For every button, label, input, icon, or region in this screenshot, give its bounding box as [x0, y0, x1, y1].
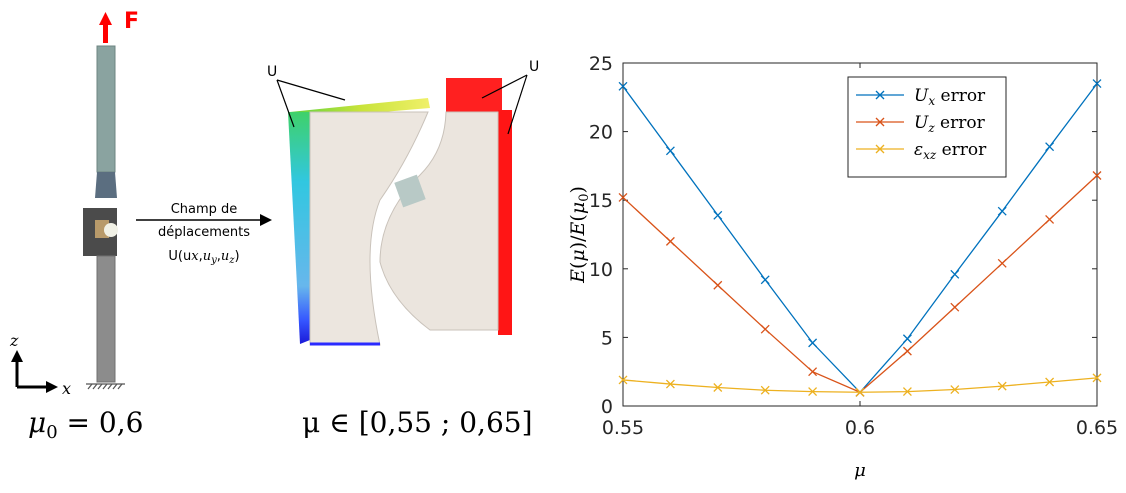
data-point-marker	[665, 236, 675, 246]
series-layer	[618, 79, 1102, 397]
data-point-marker	[997, 206, 1007, 216]
arrow-caption-line1: Champ de	[171, 202, 238, 217]
data-point-marker	[1092, 373, 1102, 383]
legend-marker	[875, 117, 885, 127]
x-axis-label: μ	[854, 460, 866, 481]
y-tick-label: 20	[589, 122, 613, 144]
u-label-right: U	[529, 59, 539, 75]
legend-marker	[875, 144, 885, 154]
legend-marker	[875, 90, 885, 100]
mu-range-caption: μ ∈ [0,55 ; 0,65]	[302, 406, 533, 439]
data-point-marker	[713, 210, 723, 220]
data-point-marker	[808, 387, 818, 397]
data-point-marker	[950, 302, 960, 312]
data-point-marker	[902, 346, 912, 356]
data-point-marker	[1092, 79, 1102, 89]
y-axis-label: E(μ)/E(μ0)	[567, 186, 592, 284]
force-label: F	[124, 9, 139, 34]
specimen-icon	[83, 45, 118, 383]
illustration-svg: F z x μ0 = 0,6 Champ de déplacements U(u…	[9, 9, 539, 443]
illustration-panel: F z x μ0 = 0,6 Champ de déplacements U(u…	[9, 9, 539, 443]
data-point-marker	[1092, 171, 1102, 180]
u-left-pointers	[276, 79, 346, 128]
y-tick-label: 25	[589, 53, 613, 75]
data-point-marker	[997, 258, 1007, 268]
data-point-marker	[1045, 142, 1055, 152]
data-point-marker	[760, 324, 770, 334]
data-point-marker	[760, 385, 770, 395]
x-tick-label: 0.6	[845, 417, 875, 439]
x-tick-label: 0.55	[602, 417, 644, 439]
x-axis: 0.55 0.6 0.65	[602, 63, 1118, 439]
data-point-marker	[808, 338, 818, 348]
u-right-pointers	[481, 74, 528, 135]
data-point-marker	[950, 385, 960, 394]
u-label-left: U	[267, 64, 277, 80]
chart-panel: 0.55 0.6 0.65 0 5 10 15 20 25 μ E(μ)/E(μ0) Ux e…	[560, 0, 1126, 489]
data-point-marker	[855, 387, 865, 397]
data-point-marker	[760, 275, 770, 285]
axes-icon	[11, 350, 58, 393]
mapping-arrowhead-icon	[260, 214, 272, 226]
data-point-marker	[618, 192, 628, 202]
data-point-marker	[808, 367, 818, 377]
mu0-caption: μ0 = 0,6	[28, 406, 143, 443]
data-point-marker	[618, 81, 628, 91]
force-arrow-icon	[99, 12, 112, 43]
chart-legend: Ux error Uz error εxz error	[847, 76, 1007, 178]
y-axis: 0 5 10 15 20 25	[589, 53, 1097, 418]
data-point-marker	[618, 375, 628, 385]
data-point-marker	[1045, 214, 1055, 224]
y-tick-label: 10	[589, 259, 613, 281]
ground-support-icon	[86, 383, 125, 390]
data-point-marker	[950, 269, 960, 279]
data-point-marker	[902, 334, 912, 344]
data-point-marker	[1045, 377, 1055, 387]
data-point-marker	[665, 146, 675, 156]
y-tick-label: 15	[589, 190, 613, 212]
arrow-caption-line3: U(ux,uy,uz)	[168, 249, 239, 266]
error-chart: 0.55 0.6 0.65 0 5 10 15 20 25 μ E(μ)/E(μ0) Ux e…	[567, 53, 1118, 481]
arrow-caption-line2: déplacements	[158, 225, 250, 240]
y-tick-label: 0	[601, 396, 613, 418]
axis-x-label: x	[62, 379, 71, 398]
data-point-marker	[665, 379, 675, 389]
data-point-marker	[902, 387, 912, 397]
legend-entry: Ux error	[914, 86, 986, 108]
data-point-marker	[713, 383, 723, 392]
x-tick-label: 0.65	[1076, 417, 1118, 439]
legend-entry: εxz error	[914, 140, 987, 162]
data-point-marker	[997, 381, 1007, 391]
data-point-marker	[713, 280, 723, 290]
axis-z-label: z	[9, 331, 19, 350]
displacement-field-icon	[288, 78, 512, 346]
legend-box	[847, 76, 1007, 178]
legend-entry: Uz error	[914, 113, 986, 135]
y-tick-label: 5	[601, 327, 613, 349]
